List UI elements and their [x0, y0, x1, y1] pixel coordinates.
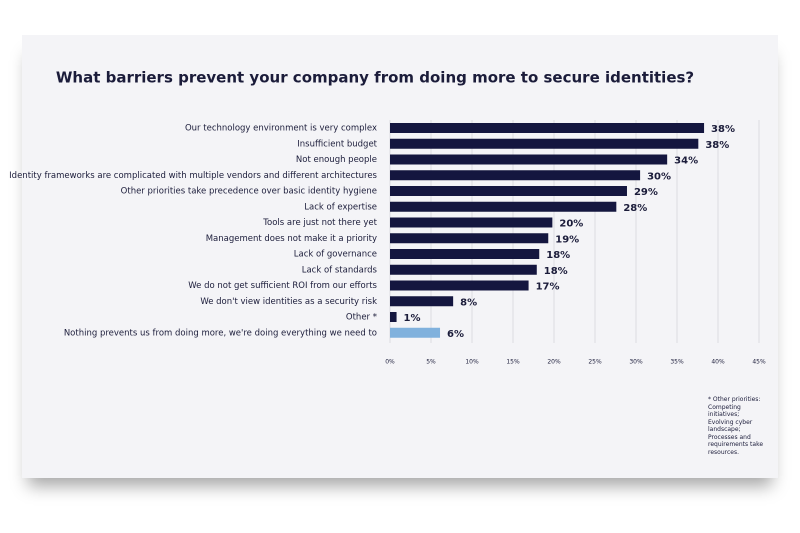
y-tick-label: Nothing prevents us from doing more, we'…: [64, 328, 377, 338]
x-tick-label: 10%: [465, 359, 479, 366]
value-label: 1%: [404, 313, 421, 324]
x-tick-label: 15%: [506, 359, 520, 366]
x-tick-label: 0%: [385, 359, 395, 366]
bar: [390, 249, 540, 259]
value-label: 34%: [674, 156, 698, 167]
y-tick-label: Other priorities take precedence over ba…: [121, 187, 377, 197]
y-tick-label: Lack of standards: [302, 265, 378, 275]
bar: [390, 264, 537, 275]
y-tick-label: Insufficient budget: [297, 139, 377, 149]
footnote: * Other priorities: Competing initiative…: [708, 396, 764, 456]
x-tick-label: 30%: [629, 359, 643, 366]
bar: [390, 170, 641, 181]
bar: [390, 280, 529, 291]
x-tick-label: 45%: [752, 359, 766, 366]
y-tick-label: Not enough people: [296, 155, 377, 165]
y-tick-label: We don't view identities as a security r…: [200, 297, 377, 307]
bar: [390, 312, 397, 322]
bar: [390, 138, 699, 149]
bar: [390, 296, 454, 307]
value-label: 29%: [634, 187, 658, 198]
bar: [390, 123, 705, 133]
y-tick-label: Identity frameworks are complicated with…: [9, 171, 377, 181]
value-label: 38%: [705, 140, 729, 151]
value-label: 38%: [711, 124, 735, 135]
y-tick-label: Lack of governance: [294, 250, 377, 260]
y-tick-label: Our technology environment is very compl…: [185, 124, 377, 134]
value-label: 17%: [536, 282, 560, 293]
value-label: 8%: [460, 297, 477, 308]
bar: [390, 233, 549, 244]
bar: [390, 186, 627, 196]
value-label: 18%: [546, 250, 570, 261]
chart-title: What barriers prevent your company from …: [56, 69, 694, 87]
y-tick-label: Tools are just not there yet: [262, 218, 377, 228]
bar: [390, 327, 441, 338]
x-tick-label: 25%: [588, 359, 602, 366]
x-tick-label: 40%: [711, 359, 725, 366]
y-tick-label: Management does not make it a priority: [206, 234, 377, 244]
value-label: 6%: [447, 329, 464, 340]
value-label: 20%: [559, 219, 583, 230]
value-label: 19%: [555, 234, 579, 245]
bar: [390, 154, 668, 165]
value-label: 28%: [623, 203, 647, 214]
x-tick-label: 35%: [670, 359, 684, 366]
value-label: 30%: [647, 171, 671, 182]
x-tick-label: 5%: [426, 359, 436, 366]
value-label: 18%: [544, 266, 568, 277]
y-tick-label: We do not get sufficient ROI from our ef…: [188, 281, 377, 291]
bar: [390, 217, 553, 228]
x-tick-label: 20%: [547, 359, 561, 366]
y-tick-label: Lack of expertise: [304, 202, 377, 212]
bar: [390, 201, 617, 212]
y-tick-label: Other *: [346, 313, 377, 323]
